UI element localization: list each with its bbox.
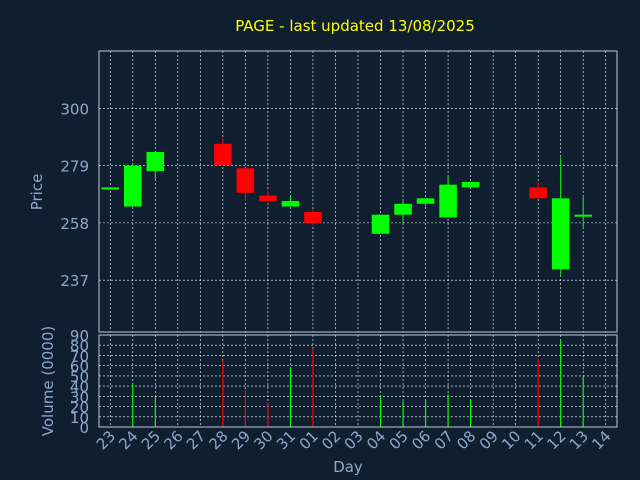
price-tick-label: 300 (60, 100, 89, 118)
volume-bars-layer (132, 340, 584, 427)
volume-tick-label: 40 (70, 378, 89, 396)
candle-body (101, 187, 120, 190)
x-axis-label: Day (333, 458, 363, 476)
candle-body (416, 198, 435, 204)
candle-body (259, 195, 277, 202)
volume-tick-label: 50 (70, 368, 89, 386)
volume-tick-label: 70 (70, 347, 89, 365)
volume-tick-label: 20 (70, 399, 89, 417)
candle-body (236, 168, 255, 193)
candle-body (371, 214, 390, 234)
price-tick-label: 258 (60, 215, 89, 233)
volume-axis-label: Volume (0000) (39, 326, 57, 436)
volume-tick-label: 30 (70, 388, 89, 406)
price-axis-label: Price (28, 174, 46, 211)
volume-tick-label: 80 (70, 337, 89, 355)
candle-body (214, 143, 232, 166)
candles-layer (101, 138, 593, 275)
candle-body (281, 201, 300, 207)
candle-body (439, 184, 457, 218)
price-tick-label: 237 (60, 272, 89, 290)
candle-body (461, 181, 480, 188)
chart-title: PAGE - last updated 13/08/2025 (235, 17, 475, 35)
candle-body (551, 198, 570, 270)
candle-body (304, 211, 322, 223)
volume-tick-label: 10 (70, 409, 89, 427)
volume-plot-frame (98, 334, 618, 428)
price-tick-label: 279 (60, 158, 89, 176)
plot-frames (98, 50, 618, 428)
candle-body (394, 203, 412, 215)
candle-body (123, 165, 142, 207)
candle-body (146, 151, 165, 172)
candle-body (529, 187, 547, 199)
volume-tick-label: 90 (70, 327, 89, 345)
price-plot-frame (98, 50, 618, 333)
volume-tick-label: 60 (70, 358, 89, 376)
volume-tick-label: 0 (79, 419, 89, 437)
candle-body (574, 214, 593, 217)
